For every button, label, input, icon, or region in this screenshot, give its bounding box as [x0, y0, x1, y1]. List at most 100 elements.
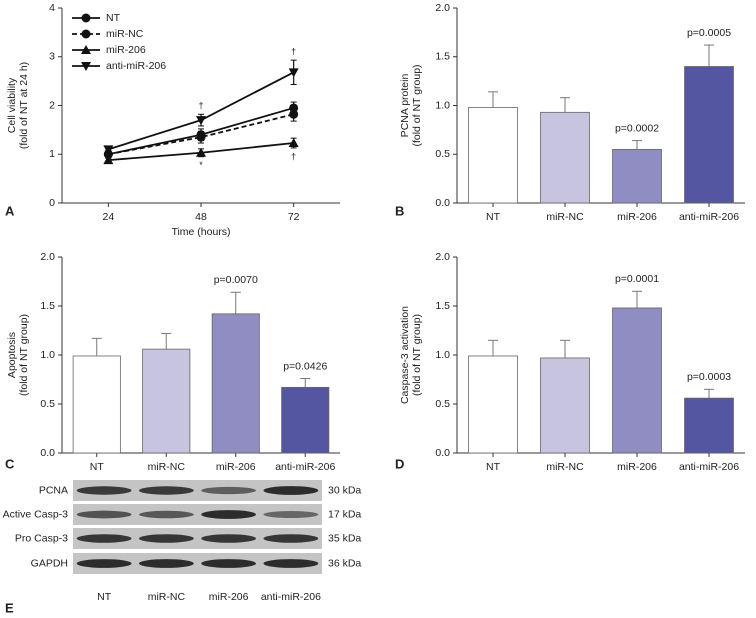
x-axis-label: Time (hours) — [171, 226, 230, 238]
y-tick-label: 2.0 — [40, 251, 55, 263]
blot-band — [201, 486, 257, 495]
bar — [72, 355, 121, 454]
blot-band — [76, 510, 132, 519]
bar — [612, 307, 662, 454]
y-axis-label: Apoptosis — [6, 332, 18, 378]
legend-label: NT — [106, 12, 121, 24]
blot-lane-label: miR-NC — [148, 591, 186, 603]
y-tick-label: 1.0 — [40, 349, 55, 361]
bar — [540, 111, 590, 204]
bar — [612, 148, 662, 204]
x-tick-label: 24 — [102, 211, 114, 223]
blot-band — [138, 534, 194, 543]
blot-band — [263, 534, 319, 543]
blot-band — [263, 510, 319, 519]
blot-band — [138, 486, 194, 495]
y-axis-label: (fold of NT group) — [411, 64, 423, 146]
x-tick-label: anti-miR-206 — [275, 461, 335, 473]
y-tick-label: 4 — [49, 2, 55, 14]
x-tick-label: NT — [90, 461, 105, 473]
x-tick-label: 72 — [288, 211, 300, 223]
blot-row-label: GAPDH — [31, 557, 68, 569]
y-tick-label: 1.5 — [435, 51, 450, 63]
y-tick-label: 1.0 — [435, 349, 450, 361]
bar — [142, 348, 191, 454]
bar — [211, 313, 260, 454]
significance-mark: † — [291, 151, 296, 161]
y-tick-label: 2 — [49, 99, 55, 111]
y-tick-label: 1.0 — [435, 99, 450, 111]
x-tick-label: miR-206 — [216, 461, 256, 473]
x-tick-label: miR-206 — [617, 461, 657, 473]
data-point — [196, 116, 206, 126]
y-tick-label: 0 — [49, 197, 55, 209]
x-tick-label: NT — [486, 461, 501, 473]
blot-band — [76, 559, 132, 568]
x-tick-label: 48 — [195, 211, 207, 223]
y-tick-label: 0.5 — [40, 398, 55, 410]
blot-band — [138, 510, 194, 519]
blot-strip — [73, 504, 322, 525]
blot-band — [201, 534, 257, 543]
panel-letter: C — [5, 456, 15, 471]
y-axis-label: (fold of NT at 24 h) — [18, 62, 30, 149]
blot-band — [76, 486, 132, 495]
panel-letter: B — [395, 203, 404, 218]
x-tick-label: miR-NC — [546, 211, 584, 223]
blot-lane-label: anti-miR-206 — [261, 591, 321, 603]
legend-marker — [81, 45, 91, 54]
blot-lane-label: NT — [97, 591, 112, 603]
panel-letter: E — [5, 600, 14, 615]
y-tick-label: 2.0 — [435, 2, 450, 14]
blot-row-label: PCNA — [39, 484, 68, 496]
y-tick-label: 0.5 — [435, 148, 450, 160]
y-axis-label: (fold of NT group) — [411, 314, 423, 396]
significance-mark: † — [291, 47, 296, 57]
data-point — [288, 68, 299, 78]
bar — [684, 66, 734, 204]
blot-lane-label: miR-206 — [209, 591, 249, 603]
y-axis-label: PCNA protein — [399, 74, 411, 138]
blot-band — [201, 559, 257, 568]
bar — [468, 355, 518, 454]
legend-marker — [81, 13, 91, 23]
y-tick-label: 2.0 — [435, 251, 450, 263]
legend-label: anti-miR-206 — [106, 60, 166, 72]
blot-size-label: 17 kDa — [328, 508, 361, 520]
x-tick-label: anti-miR-206 — [679, 461, 739, 473]
panel-letter: D — [395, 456, 404, 471]
y-axis-label: Caspase-3 activation — [399, 306, 411, 404]
data-point — [288, 138, 299, 148]
blot-row-label: Pro Casp-3 — [15, 532, 68, 544]
significance-mark: † — [198, 101, 203, 111]
data-point — [103, 145, 114, 155]
x-tick-label: miR-NC — [546, 461, 584, 473]
blot-size-label: 35 kDa — [328, 532, 361, 544]
bar — [281, 386, 330, 454]
x-tick-label: miR-206 — [617, 211, 657, 223]
blot-row-label: Active Casp-3 — [3, 508, 69, 520]
y-tick-label: 1 — [49, 148, 55, 160]
p-value-annotation: p=0.0001 — [615, 273, 659, 285]
data-point — [289, 109, 299, 119]
p-value-annotation: p=0.0005 — [687, 27, 731, 39]
blot-size-label: 36 kDa — [328, 557, 361, 569]
x-tick-label: miR-NC — [148, 461, 186, 473]
blot-strip — [73, 528, 322, 549]
y-tick-label: 3 — [49, 51, 55, 63]
blot-strip — [73, 480, 322, 501]
blot-size-label: 30 kDa — [328, 484, 361, 496]
blot-band — [263, 486, 319, 495]
data-point — [196, 132, 206, 142]
y-tick-label: 1.5 — [40, 300, 55, 312]
significance-mark: * — [199, 160, 203, 170]
blot-band — [138, 559, 194, 568]
panel-letter: A — [5, 203, 15, 218]
legend-label: miR-206 — [106, 44, 146, 56]
p-value-annotation: p=0.0070 — [214, 274, 258, 286]
y-tick-label: 0.0 — [435, 447, 450, 459]
y-axis-label: Cell viability — [6, 77, 18, 133]
y-tick-label: 0.5 — [435, 398, 450, 410]
data-point — [103, 155, 114, 165]
legend-marker — [81, 29, 91, 39]
